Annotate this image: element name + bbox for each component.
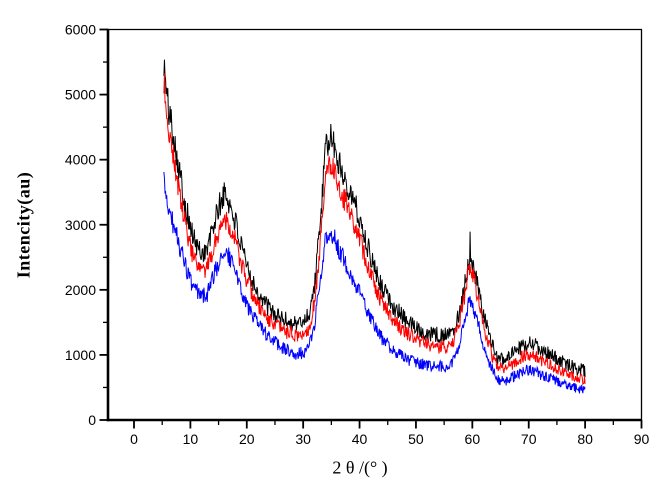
x-tick-label: 20 [239, 431, 255, 447]
data-series-group [163, 59, 586, 394]
blue-pattern-line [163, 171, 586, 394]
black-pattern-line [163, 59, 586, 377]
y-tick-label: 2000 [65, 282, 96, 298]
x-tick-label: 80 [577, 431, 593, 447]
x-tick-label: 10 [183, 431, 199, 447]
y-tick-label: 4000 [65, 152, 96, 168]
x-tick-label: 70 [521, 431, 537, 447]
x-tick-label: 0 [130, 431, 138, 447]
x-tick-label: 30 [295, 431, 311, 447]
y-tick-label: 3000 [65, 217, 96, 233]
y-tick-label: 0 [88, 412, 96, 428]
y-tick-label: 6000 [65, 22, 96, 38]
red-pattern-line [163, 73, 586, 386]
y-tick-label: 1000 [65, 347, 96, 363]
x-tick-label: 90 [634, 431, 650, 447]
y-tick-label: 5000 [65, 87, 96, 103]
x-tick-label: 50 [408, 431, 424, 447]
x-tick-label: 40 [352, 431, 368, 447]
axis-ticks-group [99, 28, 643, 429]
y-axis-title: Intencity(au) [13, 171, 34, 279]
tick-labels-group: 0 10 20 30 40 50 60 70 80 90 0 1000 2000 3000 4000 5000… [65, 22, 650, 448]
x-axis-title: 2 θ /(° ) [332, 457, 388, 478]
x-tick-label: 60 [465, 431, 481, 447]
